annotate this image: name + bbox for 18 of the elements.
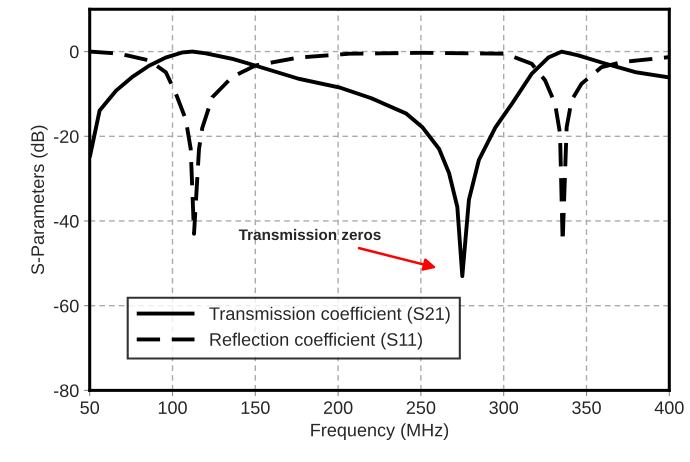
x-tick-label: 250 xyxy=(406,401,436,414)
y-tick-label: -80 xyxy=(54,384,79,398)
x-tick-label: 300 xyxy=(489,401,518,414)
y-tick-label: -40 xyxy=(54,214,79,228)
legend-label: Transmission coefficient (S21) xyxy=(209,306,450,324)
x-tick-label: 200 xyxy=(324,401,352,414)
y-tick-label: -60 xyxy=(54,300,79,312)
y-tick-label: 0 xyxy=(70,46,79,58)
x-tick-label: 350 xyxy=(572,401,601,414)
y-axis-title: S-Parameters (dB) xyxy=(30,126,48,274)
legend-label: Reflection coefficient (S11) xyxy=(210,332,422,350)
x-tick-label: 100 xyxy=(158,401,187,414)
x-tick-label: 150 xyxy=(242,401,270,414)
x-tick-label: 400 xyxy=(654,401,684,414)
x-axis-title: Frequency (MHz) xyxy=(311,423,448,440)
x-tick-label: 50 xyxy=(80,401,100,414)
y-tick-label: -20 xyxy=(54,130,79,144)
annotation: Transmission zeros xyxy=(238,228,381,240)
